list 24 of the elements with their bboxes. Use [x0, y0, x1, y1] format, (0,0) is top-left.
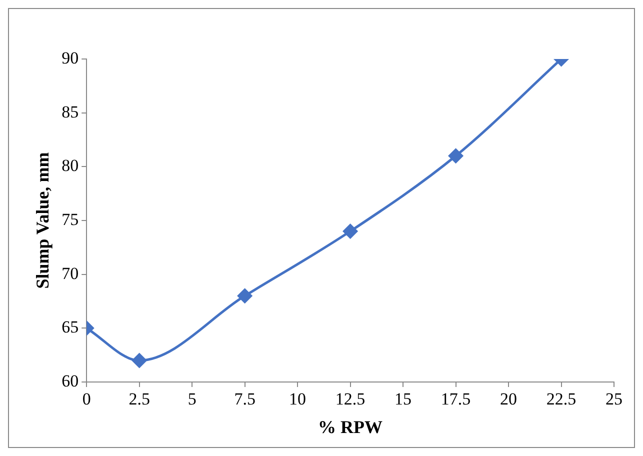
- y-tick-label: 65: [62, 318, 79, 337]
- point: [343, 224, 358, 239]
- x-tick-label: 20: [500, 390, 518, 409]
- point: [238, 288, 252, 304]
- x-tick-label: 17.5: [440, 390, 471, 409]
- y-tick-label: 85: [62, 102, 79, 122]
- y-tick-label: 90: [62, 48, 79, 68]
- x-tick-label: 12.5: [335, 390, 366, 409]
- point: [448, 148, 464, 164]
- x-axis-title: % RPW: [318, 416, 383, 437]
- x-tick-label: 22.5: [546, 390, 576, 409]
- y-axis-title: Slump Value, mm: [32, 152, 52, 289]
- x-tick-label: 7.5: [234, 390, 256, 409]
- x-tick-label: 2.5: [128, 390, 150, 409]
- y-tick-label: 60: [62, 371, 79, 390]
- x-tick-label: 5: [188, 390, 196, 409]
- point: [132, 353, 147, 368]
- x-tick-label: 10: [289, 390, 306, 409]
- y-tick-label: 80: [62, 156, 79, 176]
- x-tick-label: 25: [606, 390, 622, 409]
- y-tick-label: 75: [62, 210, 79, 229]
- x-tick-label: 15: [394, 390, 412, 409]
- x-tick-label: 0: [82, 390, 91, 409]
- y-tick-label: 70: [62, 264, 79, 283]
